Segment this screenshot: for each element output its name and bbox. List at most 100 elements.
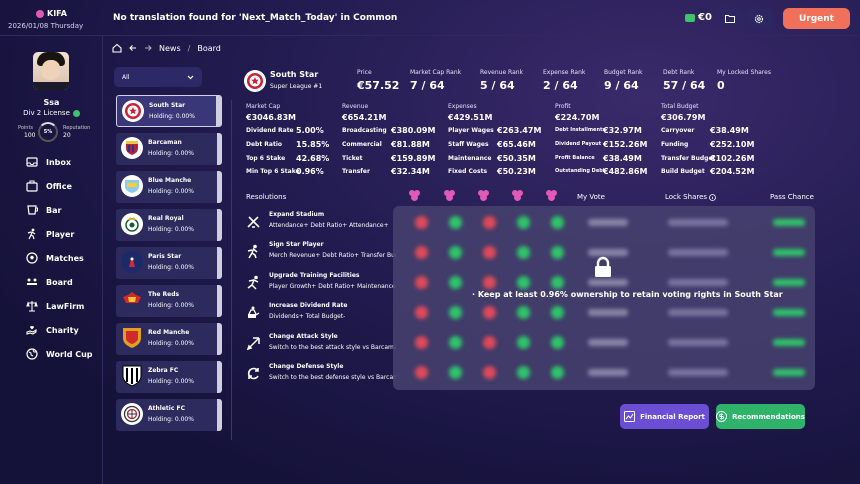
resolution-desc: Dividends+ Total Budget- [269, 313, 346, 320]
vote-dot [551, 246, 564, 259]
resolution-item[interactable]: Expand Stadium Attendance+ Debt Ratio+ A… [246, 211, 396, 237]
south-star-badge-icon [122, 100, 144, 122]
team-item[interactable]: Real Royal Holding: 0.00% [116, 209, 222, 241]
lock-shares-blur [668, 339, 728, 346]
fin-row-label: Profit Balance [555, 155, 595, 161]
logo-text: KIFA [47, 9, 67, 18]
revenue-rank-label: Revenue Rank [480, 69, 524, 76]
back-arrow-icon[interactable] [129, 44, 137, 52]
revenue-rank-value: 5 / 64 [480, 79, 515, 92]
chevron-down-icon [187, 75, 194, 79]
globe-icon [26, 348, 38, 360]
vote-dot [483, 366, 496, 379]
nav-item-matches[interactable]: Matches [26, 250, 84, 266]
settings-button[interactable] [746, 9, 772, 28]
team-filter-select[interactable]: All [114, 67, 202, 87]
team-item[interactable]: Zebra FC Holding: 0.00% [116, 361, 222, 393]
resolution-item[interactable]: Change Attack Style Switch to the best a… [246, 333, 396, 359]
nav-item-board[interactable]: Board [26, 274, 73, 290]
team-item[interactable]: Barcaman Holding: 0.00% [116, 133, 222, 165]
vote-dot [415, 276, 428, 289]
fin-row-value: €380.09M [391, 126, 436, 135]
folder-icon [725, 15, 735, 23]
price-value: €57.52 [357, 79, 400, 92]
fin-row-label: Staff Wages [448, 141, 489, 148]
my-vote-blur [588, 339, 628, 346]
lock-shares-label: Lock Shares [665, 193, 708, 201]
pass-chance-blur [773, 249, 805, 256]
home-icon[interactable] [112, 43, 122, 53]
team-item[interactable]: The Reds Holding: 0.00% [116, 285, 222, 317]
vote-dot [483, 216, 496, 229]
resolution-item[interactable]: Increase Dividend Rate Dividends+ Total … [246, 302, 396, 328]
resolution-title: Change Attack Style [269, 333, 338, 340]
progress-ring: 5% [38, 122, 58, 142]
team-holding: Holding: 0.00% [148, 416, 194, 423]
nav-item-player[interactable]: Player [26, 226, 74, 242]
team-holding: Holding: 0.00% [148, 150, 194, 157]
nav-item-lawfirm[interactable]: LawFirm [26, 298, 84, 314]
team-item[interactable]: South Star Holding: 0.00% [116, 95, 222, 127]
fin-row-label: Debt Installments [555, 127, 606, 133]
cash-icon [685, 13, 695, 22]
vote-dot [449, 336, 462, 349]
budget-rank-value: 9 / 64 [604, 79, 639, 92]
team-item[interactable]: Red Manche Holding: 0.00% [116, 323, 222, 355]
dollar-icon [716, 411, 728, 422]
nav-label: Board [46, 277, 73, 287]
ring-value: 5% [43, 129, 53, 135]
nav-item-office[interactable]: Office [26, 178, 72, 194]
stadium-icon [247, 216, 260, 228]
team-item[interactable]: Athletic FC Holding: 0.00% [116, 399, 222, 431]
breadcrumb-news[interactable]: News [159, 43, 181, 53]
team-holding: Holding: 0.00% [148, 302, 194, 309]
game-date: 2026/01/08 Thursday [8, 22, 84, 30]
forward-arrow-icon[interactable] [144, 44, 152, 52]
blue-manche-badge-icon [121, 175, 143, 197]
nav-item-charity[interactable]: Charity [26, 322, 79, 338]
resolution-item[interactable]: Sign Star Player Merch Revenue+ Debt Rat… [246, 241, 396, 267]
team-item[interactable]: Blue Manche Holding: 0.00% [116, 171, 222, 203]
vote-dot [483, 336, 496, 349]
team-item[interactable]: Paris Star Holding: 0.00% [116, 247, 222, 279]
fin-row-label: Transfer [342, 168, 370, 175]
urgent-button[interactable]: Urgent [783, 8, 850, 29]
team-scroll-marker [217, 399, 222, 431]
resolution-item[interactable]: Change Defense Style Switch to the best … [246, 363, 396, 389]
nav-item-inbox[interactable]: Inbox [26, 154, 71, 170]
fin-row-value: €159.89M [391, 154, 436, 163]
my-vote-blur [588, 219, 628, 226]
avatar[interactable] [33, 52, 69, 90]
team-name: Barcaman [148, 139, 182, 146]
resolutions-label: Resolutions [246, 193, 287, 201]
nav-label: Matches [46, 253, 84, 263]
financial-report-button[interactable]: Financial Report [620, 404, 709, 429]
fin-header: Market Cap [246, 103, 281, 110]
pass-chance-label: Pass Chance [770, 193, 814, 201]
nav-label: Inbox [46, 157, 72, 167]
nav-label: LawFirm [46, 301, 85, 311]
vertical-divider [231, 100, 232, 440]
recommendations-button[interactable]: Recommendations [716, 404, 805, 429]
fin-row-label: Broadcasting [342, 127, 387, 134]
pass-chance-blur [773, 339, 805, 346]
resolution-item[interactable]: Upgrade Training Facilities Player Growt… [246, 272, 396, 298]
info-icon[interactable] [709, 193, 716, 201]
folder-button[interactable] [717, 9, 743, 28]
money-value: €0 [698, 12, 712, 23]
resolution-title: Increase Dividend Rate [269, 302, 348, 309]
ball-icon [26, 252, 38, 264]
fin-row-label: Transfer Budget [661, 155, 716, 162]
vote-dot [517, 366, 530, 379]
fin-row-label: Outstanding Debt [555, 168, 606, 174]
recommendations-label: Recommendations [732, 412, 805, 421]
fin-row-label: Dividend Payout [555, 141, 602, 147]
nav-item-world-cup[interactable]: World Cup [26, 346, 93, 362]
expense-rank-value: 2 / 64 [543, 79, 578, 92]
vote-dot [449, 366, 462, 379]
nav-item-bar[interactable]: Bar [26, 202, 61, 218]
vote-dot [551, 306, 564, 319]
breadcrumb: News / Board [112, 43, 221, 53]
team-scroll-marker [217, 133, 222, 165]
team-scroll-marker [217, 361, 222, 393]
